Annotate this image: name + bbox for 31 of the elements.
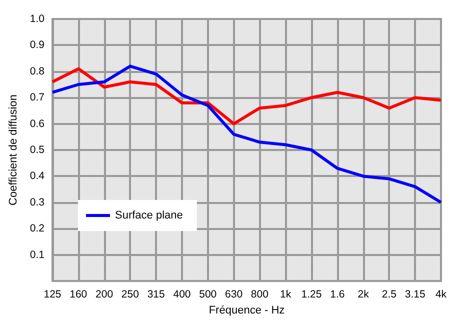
x-tick-label: 1.25	[301, 288, 322, 300]
y-tick-label: 0.8	[30, 65, 45, 78]
y-tick-label: 0.3	[30, 196, 45, 208]
x-tick-label: 800	[250, 288, 269, 300]
x-tick-label: 2k	[358, 288, 370, 300]
x-tick-label: 1.6	[330, 288, 345, 300]
x-tick-label: 315	[147, 288, 166, 300]
y-tick-label: 0.1	[30, 248, 45, 261]
x-tick-label: 3.15	[404, 288, 426, 300]
x-tick-label: 1k	[280, 288, 292, 300]
x-tick-label: 500	[199, 288, 217, 300]
x-tick-label: 4k	[435, 288, 448, 300]
y-axis-title: Coefficient de diffusion	[8, 94, 20, 206]
x-tick-label: 400	[173, 288, 191, 300]
x-tick-label: 200	[96, 288, 114, 300]
y-tick-label: 0.2	[30, 222, 45, 235]
x-tick-label: 160	[70, 288, 88, 300]
y-tick-label: 0.9	[30, 39, 45, 52]
x-axis-title: Fréquence - Hz	[208, 304, 285, 316]
line-series	[50, 64, 442, 204]
x-tick-label: 2.5	[382, 288, 397, 300]
y-tick-label: 0.5	[30, 144, 45, 156]
y-tick-label: 0.4	[30, 170, 45, 182]
line-series	[50, 67, 442, 126]
x-tick-label: 125	[44, 288, 62, 300]
y-tick-label: 1.0	[30, 13, 45, 25]
y-tick-label: 0.7	[30, 92, 45, 104]
x-tick-label: 250	[121, 288, 140, 300]
x-tick-label: 630	[225, 288, 243, 300]
y-tick-label: 0.6	[30, 118, 45, 130]
legend-label: Surface plane	[115, 210, 183, 222]
